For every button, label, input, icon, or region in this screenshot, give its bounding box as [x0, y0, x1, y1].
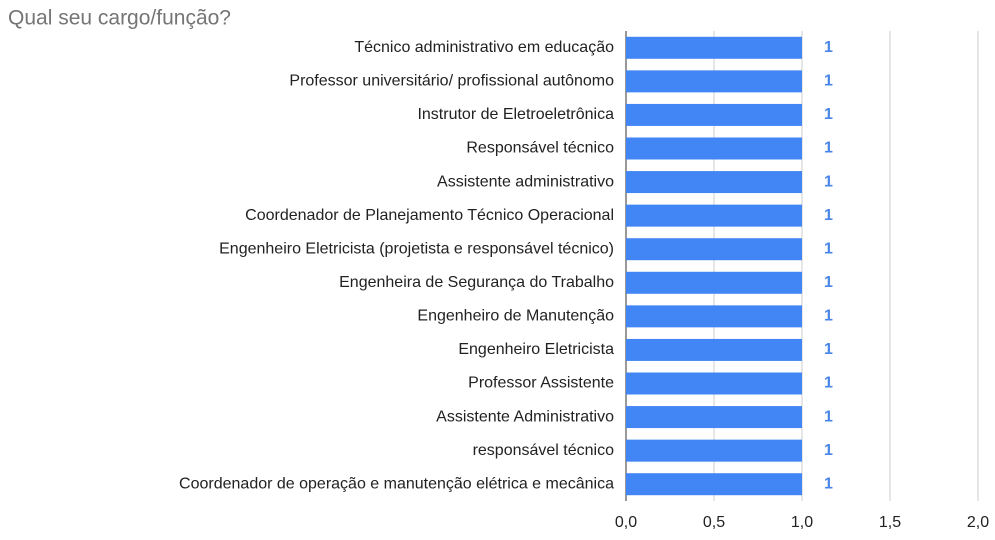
value-label: 1: [824, 274, 833, 291]
y-tick-label: Instrutor de Eletroeletrônica: [417, 106, 614, 123]
value-label: 1: [824, 106, 833, 123]
bar: [626, 406, 802, 429]
x-tick-label: 0,5: [703, 514, 725, 531]
bar: [626, 473, 802, 496]
x-tick-label: 1,0: [791, 514, 813, 531]
value-label: 1: [824, 207, 833, 224]
bar: [626, 171, 802, 194]
y-tick-label: Técnico administrativo em educação: [354, 39, 614, 56]
value-label: 1: [824, 442, 833, 459]
y-tick-label: Engenheiro de Manutenção: [417, 308, 614, 325]
y-tick-label: Engenheiro Eletricista (projetista e res…: [219, 240, 614, 257]
y-tick-label: Engenheira de Segurança do Trabalho: [339, 274, 614, 291]
chart-title: Qual seu cargo/função?: [8, 7, 231, 30]
value-label: 1: [824, 173, 833, 190]
value-label: 1: [824, 140, 833, 157]
value-label: 1: [824, 475, 833, 492]
value-label: 1: [824, 39, 833, 56]
y-tick-label: Responsável técnico: [466, 140, 614, 157]
bar: [626, 36, 802, 59]
y-tick-label: Professor universitário/ profissional au…: [289, 73, 614, 90]
y-tick-label: Engenheiro Eletricista: [458, 341, 614, 358]
bar: [626, 204, 802, 227]
y-tick-label: Coordenador de Planejamento Técnico Oper…: [245, 207, 614, 224]
x-tick-label: 1,5: [879, 514, 901, 531]
bar: [626, 338, 802, 361]
y-tick-label: Coordenador de operação e manutenção elé…: [179, 475, 614, 492]
x-tick-label: 0,0: [615, 514, 637, 531]
bar: [626, 372, 802, 395]
y-tick-label: responsável técnico: [473, 442, 615, 459]
bar: [626, 271, 802, 294]
bar: [626, 238, 802, 261]
value-label: 1: [824, 308, 833, 325]
value-label: 1: [824, 375, 833, 392]
bar: [626, 305, 802, 328]
bar: [626, 439, 802, 462]
value-label: 1: [824, 408, 833, 425]
y-tick-label: Assistente administrativo: [437, 173, 614, 190]
bar: [626, 70, 802, 93]
x-tick-label: 2,0: [967, 514, 989, 531]
value-label: 1: [824, 73, 833, 90]
bar: [626, 137, 802, 160]
bar: [626, 103, 802, 126]
value-label: 1: [824, 341, 833, 358]
y-tick-label: Assistente Administrativo: [436, 408, 614, 425]
y-tick-label: Professor Assistente: [468, 375, 614, 392]
value-label: 1: [824, 240, 833, 257]
